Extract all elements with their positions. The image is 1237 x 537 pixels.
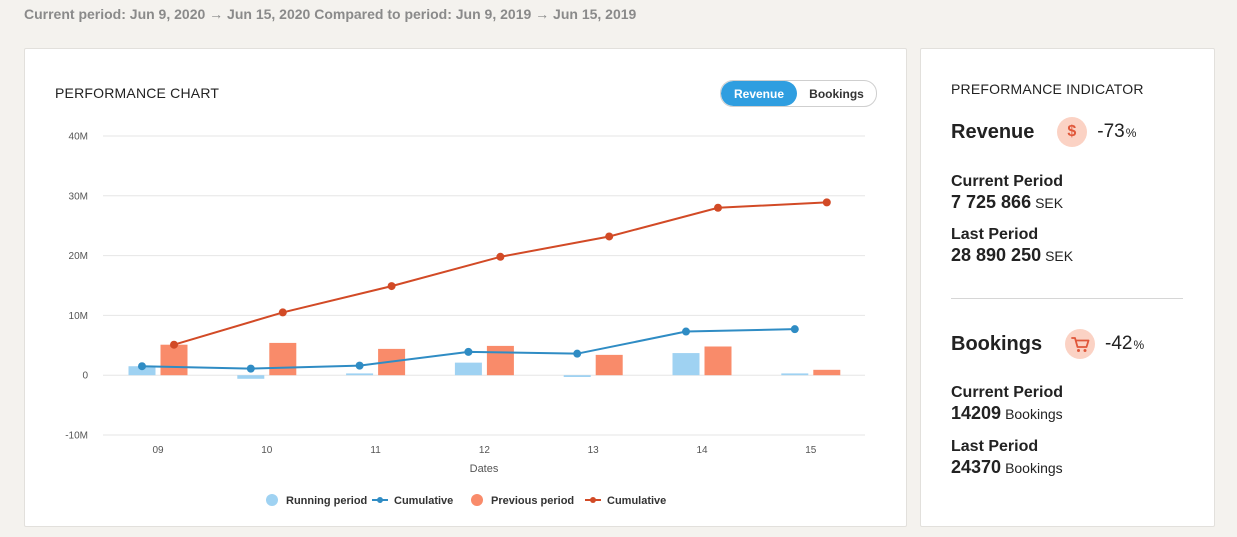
line-point <box>387 282 396 291</box>
legend-swatch <box>590 497 596 503</box>
cart-icon <box>1064 329 1095 359</box>
line-point <box>714 203 722 212</box>
line-point <box>605 232 614 241</box>
bookings-last: Last Period 24370 Bookings <box>951 438 1063 478</box>
x-tick-label: 09 <box>152 445 164 456</box>
toggle-revenue-button[interactable]: Revenue <box>721 81 797 106</box>
legend-label: Cumulative <box>394 495 453 507</box>
chart-title: PERFORMANCE CHART <box>55 85 220 101</box>
bar-running-period <box>454 362 482 376</box>
y-tick-label: 40M <box>69 132 88 143</box>
line-point <box>246 364 255 373</box>
comparison-period-text: Current period: Jun 9, 2020 → Jun 15, 20… <box>24 6 637 22</box>
x-tick-label: 13 <box>588 445 600 456</box>
performance-chart-card: PERFORMANCE CHART Revenue Bookings 40M 30… <box>24 48 907 527</box>
metric-toggle: Revenue Bookings <box>720 80 877 107</box>
revenue-current: Current Period 7 725 866 SEK <box>951 173 1063 213</box>
bar-previous-period <box>160 344 188 376</box>
bar-running-period <box>237 375 265 379</box>
x-axis-label: Dates <box>470 463 499 475</box>
revenue-header: Revenue $ -73% <box>951 117 1136 147</box>
line-point <box>355 361 364 370</box>
y-tick-label: 10M <box>69 311 88 322</box>
cumulative-previous-line <box>173 201 827 346</box>
y-tick-label: -10M <box>65 431 88 442</box>
bar-previous-period <box>704 346 732 376</box>
y-tick-label: 20M <box>69 251 88 262</box>
bar-running-period <box>563 375 591 377</box>
revenue-change: -73% <box>1097 121 1137 142</box>
bar-running-period <box>781 373 809 376</box>
line-point <box>138 362 146 371</box>
y-tick-label: 0 <box>82 371 88 382</box>
bar-running-period <box>128 366 156 376</box>
bookings-current-label: Current Period <box>951 384 1064 401</box>
line-point <box>822 198 831 207</box>
x-tick-label: 11 <box>370 445 381 456</box>
legend-swatch <box>266 494 278 506</box>
line-point <box>496 252 505 261</box>
dollar-icon: $ <box>1056 117 1087 147</box>
indicator-title: PREFORMANCE INDICATOR <box>951 81 1144 97</box>
bookings-current: Current Period 14209 Bookings <box>951 384 1063 424</box>
y-tick-label: 30M <box>69 191 88 202</box>
revenue-title: Revenue <box>951 120 1035 143</box>
bookings-title: Bookings <box>951 332 1043 355</box>
x-tick-label: 12 <box>479 445 491 456</box>
toggle-bookings-button[interactable]: Bookings <box>809 86 864 101</box>
bookings-current-value: 14209 Bookings <box>951 403 1063 423</box>
revenue-last-value: 28 890 250 SEK <box>951 245 1074 265</box>
revenue-last: Last Period 28 890 250 SEK <box>951 226 1073 266</box>
x-tick-label: 10 <box>261 445 273 456</box>
legend-label: Previous period <box>491 495 574 507</box>
performance-chart: 40M 30M 20M 10M 0 -10M 09 10 11 12 13 14 15 Dates Run… <box>65 132 865 507</box>
line-point <box>170 340 178 349</box>
bookings-change: -42% <box>1105 333 1145 354</box>
revenue-current-label: Current Period <box>951 173 1064 190</box>
bar-previous-period <box>595 354 623 376</box>
bar-previous-period <box>269 342 297 376</box>
bookings-last-label: Last Period <box>951 438 1039 455</box>
line-point <box>278 308 287 317</box>
line-point <box>464 347 473 356</box>
legend-label: Running period <box>286 495 367 507</box>
legend-swatch <box>377 497 383 503</box>
bar-running-period <box>346 373 374 376</box>
bookings-last-value: 24370 Bookings <box>951 457 1063 477</box>
bar-running-period <box>672 353 700 376</box>
line-point <box>790 325 799 334</box>
bookings-header: Bookings -42% <box>951 329 1144 359</box>
legend-swatch <box>471 494 483 506</box>
x-tick-label: 14 <box>696 445 708 456</box>
line-point <box>682 327 690 336</box>
kpi-divider <box>951 298 1183 299</box>
bar-previous-period <box>813 369 841 376</box>
revenue-last-label: Last Period <box>951 226 1039 243</box>
performance-indicator-card: PREFORMANCE INDICATOR Revenue $ -73% Cur… <box>920 48 1215 527</box>
legend-label: Cumulative <box>607 495 666 507</box>
line-point <box>573 349 582 358</box>
bar-previous-period <box>486 345 514 376</box>
x-tick-label: 15 <box>805 445 817 456</box>
revenue-current-value: 7 725 866 SEK <box>951 192 1064 212</box>
